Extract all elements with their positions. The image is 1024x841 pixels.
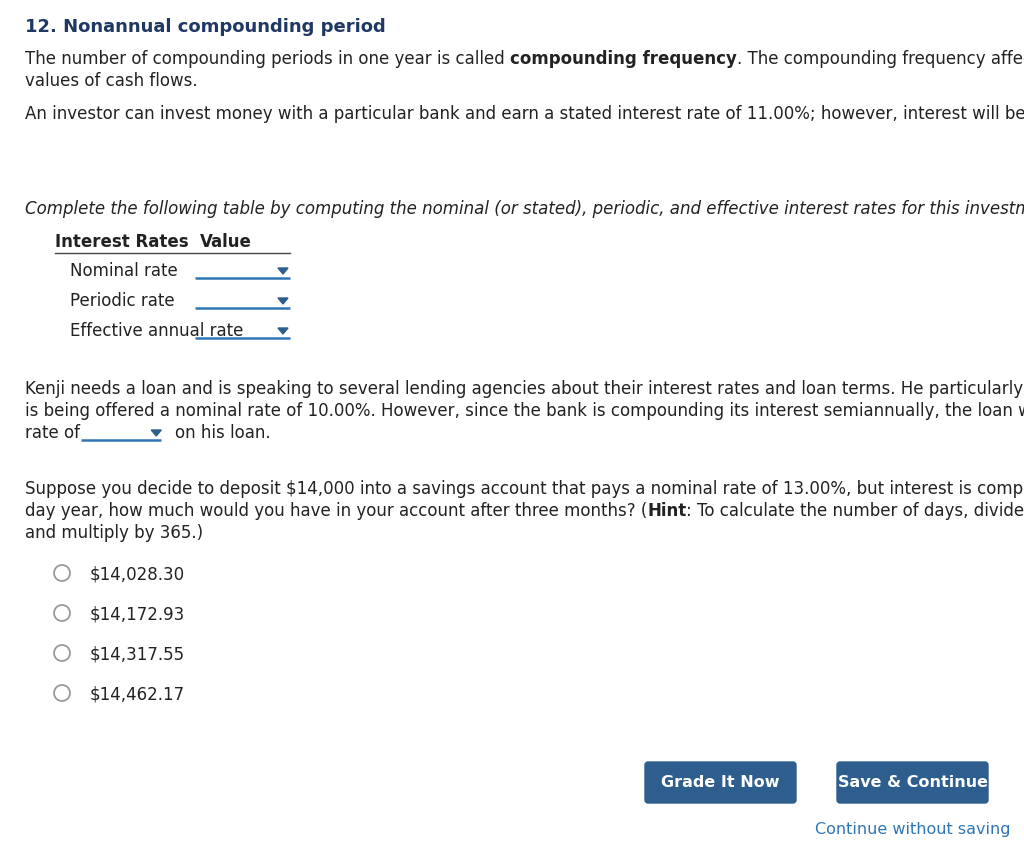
- Text: Complete the following table by computing the nominal (or stated), periodic, and: Complete the following table by computin…: [25, 200, 1024, 218]
- Text: rate of: rate of: [25, 424, 80, 442]
- Text: compounding frequency: compounding frequency: [510, 50, 737, 68]
- Text: on his loan.: on his loan.: [175, 424, 271, 442]
- Text: Interest Rates: Interest Rates: [55, 233, 188, 251]
- Text: Grade It Now: Grade It Now: [662, 775, 779, 790]
- FancyBboxPatch shape: [837, 762, 988, 803]
- Text: Value: Value: [200, 233, 252, 251]
- Text: $14,317.55: $14,317.55: [90, 645, 185, 663]
- Text: and multiply by 365.): and multiply by 365.): [25, 524, 203, 542]
- Text: Suppose you decide to deposit $14,000 into a savings account that pays a nominal: Suppose you decide to deposit $14,000 in…: [25, 480, 1024, 498]
- Polygon shape: [278, 328, 288, 334]
- Text: Periodic rate: Periodic rate: [70, 292, 175, 310]
- FancyBboxPatch shape: [645, 762, 796, 803]
- Text: Kenji needs a loan and is speaking to several lending agencies about their inter: Kenji needs a loan and is speaking to se…: [25, 380, 1024, 398]
- Text: An investor can invest money with a particular bank and earn a stated interest r: An investor can invest money with a part…: [25, 105, 1024, 123]
- Polygon shape: [152, 430, 161, 436]
- Text: 12. Nonannual compounding period: 12. Nonannual compounding period: [25, 18, 386, 36]
- Text: $14,462.17: $14,462.17: [90, 685, 185, 703]
- Text: Effective annual rate: Effective annual rate: [70, 322, 244, 340]
- Text: Hint: Hint: [647, 502, 686, 520]
- Polygon shape: [278, 268, 288, 274]
- Text: : To calculate the number of days, divide the number of months by 12: : To calculate the number of days, divid…: [686, 502, 1024, 520]
- Polygon shape: [278, 298, 288, 304]
- Text: The number of compounding periods in one year is called: The number of compounding periods in one…: [25, 50, 510, 68]
- Text: Save & Continue: Save & Continue: [838, 775, 987, 790]
- Text: day year, how much would you have in your account after three months? (: day year, how much would you have in you…: [25, 502, 647, 520]
- Text: . The compounding frequency affects both the present and future: . The compounding frequency affects both…: [737, 50, 1024, 68]
- Text: values of cash flows.: values of cash flows.: [25, 72, 198, 90]
- Text: Continue without saving: Continue without saving: [815, 822, 1011, 837]
- Text: Nominal rate: Nominal rate: [70, 262, 178, 280]
- Text: $14,028.30: $14,028.30: [90, 565, 185, 583]
- Text: $14,172.93: $14,172.93: [90, 605, 185, 623]
- Text: is being offered a nominal rate of 10.00%. However, since the bank is compoundin: is being offered a nominal rate of 10.00…: [25, 402, 1024, 420]
